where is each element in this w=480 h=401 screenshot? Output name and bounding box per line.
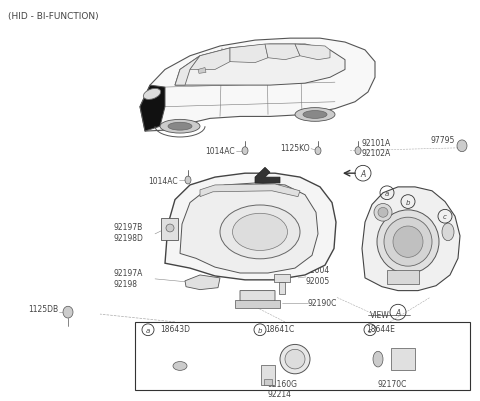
Polygon shape xyxy=(230,45,268,63)
Text: c: c xyxy=(368,327,372,333)
Ellipse shape xyxy=(377,211,439,274)
Polygon shape xyxy=(165,174,336,280)
Text: 1014AC: 1014AC xyxy=(148,176,178,185)
FancyBboxPatch shape xyxy=(235,301,280,308)
Text: 1014AC: 1014AC xyxy=(205,147,235,156)
Text: (HID - BI-FUNCTION): (HID - BI-FUNCTION) xyxy=(8,12,98,21)
Ellipse shape xyxy=(303,111,327,119)
FancyBboxPatch shape xyxy=(279,282,285,294)
Ellipse shape xyxy=(185,177,191,184)
Ellipse shape xyxy=(315,148,321,155)
Polygon shape xyxy=(185,275,220,290)
Ellipse shape xyxy=(295,108,335,122)
Polygon shape xyxy=(200,184,300,197)
Polygon shape xyxy=(190,49,230,70)
Text: 92197A
92198: 92197A 92198 xyxy=(113,269,143,288)
Text: 97795: 97795 xyxy=(431,136,455,144)
Text: 92101A
92102A: 92101A 92102A xyxy=(362,139,391,158)
Ellipse shape xyxy=(374,204,392,222)
Ellipse shape xyxy=(63,306,73,318)
Ellipse shape xyxy=(160,120,200,134)
Ellipse shape xyxy=(168,123,192,131)
Ellipse shape xyxy=(242,148,248,155)
FancyBboxPatch shape xyxy=(161,219,178,240)
Text: A: A xyxy=(360,169,366,178)
Polygon shape xyxy=(255,168,280,184)
Polygon shape xyxy=(265,45,300,61)
Ellipse shape xyxy=(166,225,174,232)
Text: b: b xyxy=(406,199,410,205)
Ellipse shape xyxy=(355,148,361,155)
Text: 92004
92005: 92004 92005 xyxy=(306,265,330,285)
Polygon shape xyxy=(140,86,165,132)
Text: 18643D: 18643D xyxy=(160,324,190,334)
Ellipse shape xyxy=(232,214,288,251)
Text: a: a xyxy=(146,327,150,333)
FancyBboxPatch shape xyxy=(387,270,419,284)
Polygon shape xyxy=(180,184,318,273)
Ellipse shape xyxy=(393,227,423,258)
Polygon shape xyxy=(198,68,206,74)
Text: 18644E: 18644E xyxy=(366,324,395,334)
Text: b: b xyxy=(258,327,262,333)
Text: a: a xyxy=(385,190,389,196)
Text: 92170C: 92170C xyxy=(378,379,408,388)
Text: c: c xyxy=(443,214,447,220)
Text: 18641C: 18641C xyxy=(265,324,294,334)
Text: 1125KO: 1125KO xyxy=(280,144,310,153)
Ellipse shape xyxy=(144,89,161,100)
Text: A: A xyxy=(396,308,401,317)
Ellipse shape xyxy=(280,344,310,374)
Ellipse shape xyxy=(220,205,300,259)
Ellipse shape xyxy=(373,351,383,367)
Text: 1125DB: 1125DB xyxy=(28,304,58,313)
FancyBboxPatch shape xyxy=(135,322,470,391)
Polygon shape xyxy=(362,187,460,291)
Ellipse shape xyxy=(384,218,432,267)
Text: VIEW: VIEW xyxy=(370,310,390,319)
Ellipse shape xyxy=(173,362,187,371)
FancyBboxPatch shape xyxy=(274,274,290,282)
Polygon shape xyxy=(175,57,200,86)
Text: 92190C: 92190C xyxy=(308,298,337,307)
Ellipse shape xyxy=(378,208,388,218)
Text: 92197B
92198D: 92197B 92198D xyxy=(113,223,143,242)
Ellipse shape xyxy=(442,223,454,241)
FancyBboxPatch shape xyxy=(391,348,415,370)
Ellipse shape xyxy=(285,349,305,369)
Ellipse shape xyxy=(457,141,467,152)
FancyBboxPatch shape xyxy=(261,365,275,385)
Text: 92262B
92262C: 92262B 92262C xyxy=(222,178,251,198)
Polygon shape xyxy=(295,45,330,61)
FancyBboxPatch shape xyxy=(264,379,272,385)
Polygon shape xyxy=(140,39,375,132)
Text: 92160G
92214: 92160G 92214 xyxy=(268,379,298,398)
Polygon shape xyxy=(240,291,275,306)
Polygon shape xyxy=(175,45,345,86)
